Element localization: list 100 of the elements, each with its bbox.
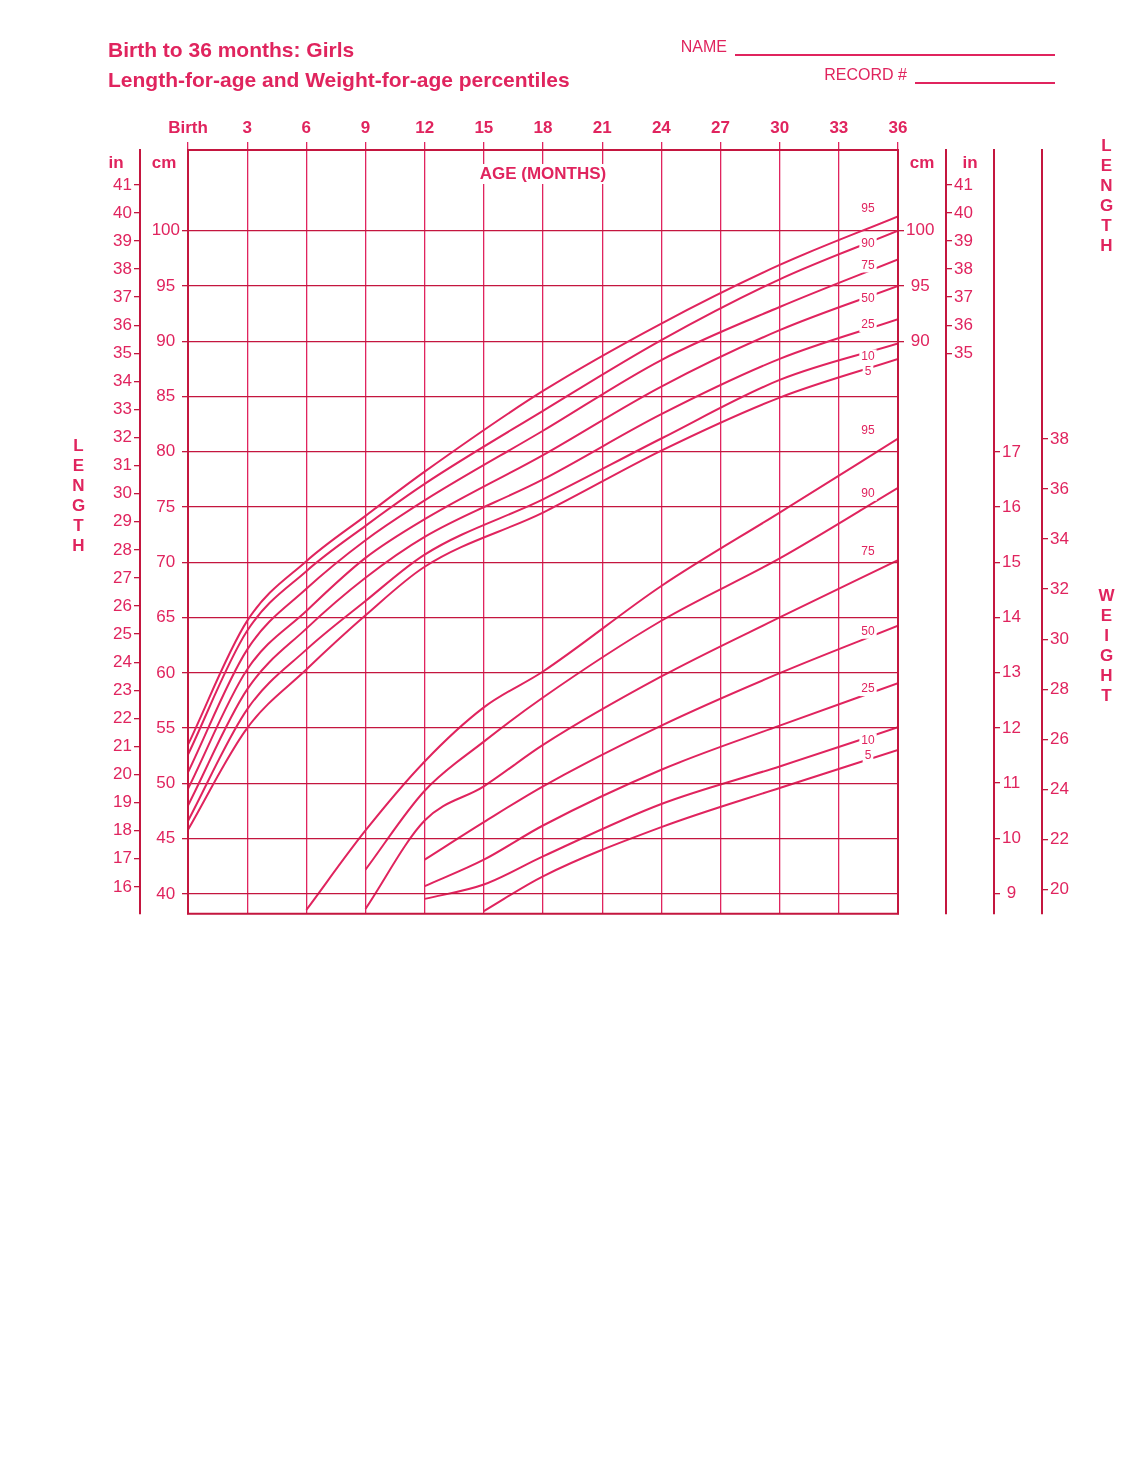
y3-tick-label: 30 (113, 483, 133, 503)
y3-tick-label: 38 (953, 258, 973, 278)
y3-tick-label: 19 (113, 792, 133, 812)
y3-tick-label: 18 (113, 820, 133, 840)
series-label: 95 (861, 422, 875, 437)
y2-tick-label: 95 (910, 275, 930, 295)
text: NAME (680, 38, 727, 56)
y3-tick-label: 17 (113, 848, 133, 868)
y2-tick-label: 34 (1049, 528, 1069, 548)
y2-tick-label: 20 (1049, 879, 1069, 899)
y3-tick-label: 37 (113, 286, 133, 306)
series-label: 75 (861, 544, 875, 559)
series-label: 10 (861, 732, 875, 747)
y2-tick-label: 32 (1049, 578, 1069, 598)
y-tick-label: 85 (156, 386, 176, 406)
x-tick-label: 12 (415, 118, 435, 138)
y-tick-label: 95 (156, 275, 176, 295)
y3-tick-label: 39 (953, 230, 973, 250)
y3-tick-label: 41 (113, 174, 133, 194)
series-label: 95 (861, 200, 875, 215)
y3-tick-label: 23 (113, 679, 133, 699)
x-tick-label: 3 (242, 118, 252, 138)
y3-tick-label: 36 (113, 314, 133, 334)
y-tick-label: 16 (1001, 496, 1021, 516)
series-label: 90 (861, 236, 875, 250)
y-tick-label: 13 (1001, 662, 1021, 682)
y-tick-label: 75 (156, 496, 176, 516)
y-tick-label: 70 (156, 551, 176, 571)
y2-tick-label: 36 (1049, 478, 1069, 498)
y2-tick-label: 38 (1049, 428, 1069, 448)
y-tick-label: 65 (156, 607, 176, 627)
x-tick-label: Birth (168, 118, 208, 138)
y2-tick-label: 100 (905, 220, 935, 240)
series-label: 50 (861, 291, 875, 306)
y3-axis-title: in (108, 152, 124, 172)
y3-tick-label: 33 (113, 399, 133, 419)
y2-tick-label: 26 (1049, 729, 1069, 748)
y2-tick-label: 90 (910, 330, 930, 350)
y-tick-label: 80 (156, 441, 176, 461)
y-tick-label: 14 (1001, 607, 1021, 627)
y3-tick-label: 24 (113, 651, 133, 671)
chart-subtitle: Length-for-age and Weight-for-age percentiles (108, 68, 570, 92)
y-tick-label: 60 (156, 662, 176, 682)
y3-tick-label: 34 (113, 371, 133, 391)
y3-tick-label: 35 (113, 342, 133, 362)
y3-tick-label: 31 (113, 455, 133, 475)
x-tick-label: 36 (888, 118, 908, 138)
series-label: 10 (861, 348, 875, 363)
text: WEIGHT (1096, 586, 1116, 706)
y-tick-label: 100 (151, 220, 181, 240)
y3-tick-label: 37 (953, 286, 973, 306)
x-tick-label: 21 (592, 118, 612, 138)
x-tick-label: 24 (651, 118, 672, 138)
series-label: 90 (861, 486, 875, 501)
x-axis-title: AGE (MONTHS) (479, 163, 607, 183)
text: RECORD # (824, 66, 907, 84)
x-tick-label: 30 (770, 118, 790, 138)
y-tick-label: 15 (1001, 551, 1021, 571)
y3-tick-label: 40 (953, 202, 973, 222)
y3-tick-label: 29 (113, 511, 133, 531)
x-tick-label: 6 (301, 118, 312, 138)
y3-tick-label: 25 (113, 623, 133, 643)
y3-tick-label: 40 (113, 202, 133, 222)
y-axis-title: cm (151, 152, 177, 172)
y-tick-label: 10 (1001, 827, 1021, 847)
series-label: 25 (861, 317, 875, 332)
y3-tick-label: 41 (953, 174, 973, 194)
text: LENGTH (68, 436, 88, 556)
x-tick-label: 18 (533, 118, 553, 138)
y-tick-label: 11 (1002, 772, 1021, 792)
x-tick-label: 9 (360, 118, 371, 138)
series-label: 5 (864, 364, 872, 379)
y-tick-label: 90 (156, 330, 176, 350)
y2-tick-label: 22 (1049, 829, 1069, 849)
y-tick-label: 45 (156, 828, 176, 848)
y2-tick-label: 30 (1049, 628, 1069, 648)
series-label: 75 (861, 257, 875, 272)
y2-axis-title: cm (909, 152, 935, 172)
y3-tick-label: 28 (113, 539, 133, 559)
chart-title: Birth to 36 months: Girls (108, 38, 356, 62)
x-tick-label: 27 (711, 118, 730, 138)
series-label: 5 (864, 748, 872, 763)
y3-tick-label: 26 (113, 595, 133, 615)
y3-tick-label: 35 (953, 342, 973, 362)
y3-tick-label: 22 (113, 708, 133, 728)
y-tick-label: 50 (156, 773, 176, 793)
series-label: 25 (861, 681, 875, 696)
y3-tick-label: 32 (113, 427, 133, 447)
text: LENGTH (1096, 136, 1116, 256)
y3-tick-label: 36 (953, 314, 973, 334)
series-label: 50 (861, 624, 875, 639)
y3-tick-label: 38 (113, 258, 133, 278)
y3-tick-label: 21 (113, 736, 133, 756)
y3-tick-label: 16 (113, 876, 133, 896)
x-tick-label: 15 (474, 118, 494, 138)
y-tick-label: 17 (1001, 441, 1021, 461)
y-tick-label: 55 (156, 717, 176, 737)
y-tick-label: 40 (156, 883, 176, 903)
x-tick-label: 33 (829, 118, 849, 138)
y3-axis-title: in (962, 152, 978, 172)
